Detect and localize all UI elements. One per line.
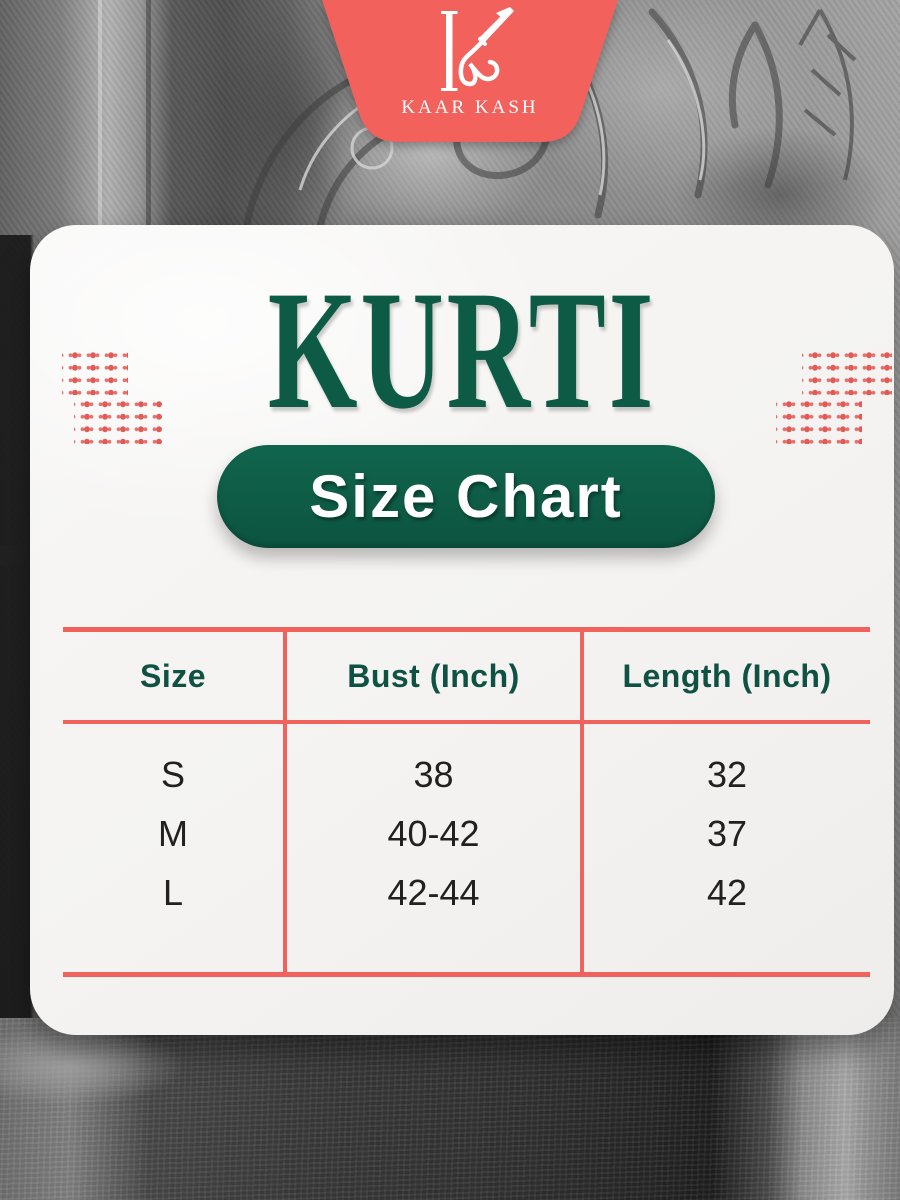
brand-badge: KAAR KASH	[322, 0, 618, 142]
dots-pattern-left-lower	[74, 395, 162, 444]
page-title: KURTI	[267, 256, 657, 444]
brand-name: KAAR KASH	[401, 97, 539, 118]
cell-size: M	[158, 812, 188, 854]
cell-length: 42	[706, 871, 748, 913]
size-chart-pill-label: Size Chart	[309, 463, 623, 530]
header-bust: Bust (Inch)	[283, 629, 584, 724]
table-row: S 38 32	[63, 722, 870, 804]
cell-size: S	[160, 753, 185, 795]
table-spacer-row	[63, 922, 870, 975]
table-row: M 40-42 37	[63, 804, 870, 863]
header-size: Size	[63, 629, 285, 724]
content-card: KURTI Size Chart Size Bust (Inch) Length…	[30, 225, 894, 1035]
table-row: L 42-44 42	[63, 863, 870, 922]
cell-bust: 38	[283, 722, 584, 804]
header-length: Length (Inch)	[582, 629, 870, 724]
table-header-row: Size Bust (Inch) Length (Inch)	[63, 629, 870, 724]
cell-size: L	[162, 871, 184, 913]
dots-pattern-left-upper	[62, 346, 128, 395]
size-chart-pill: Size Chart	[217, 445, 715, 548]
badge-shape	[322, 0, 618, 142]
dots-pattern-right-upper	[802, 346, 892, 395]
background-photo-bottom	[0, 1018, 900, 1200]
brand-logo-icon	[441, 7, 514, 91]
size-table: Size Bust (Inch) Length (Inch) S 38 32 M…	[63, 627, 870, 977]
cell-bust: 40-42	[283, 804, 584, 863]
dots-pattern-right-lower	[776, 395, 862, 444]
cell-bust: 42-44	[283, 863, 584, 922]
cell-length: 37	[706, 812, 748, 854]
cell-length: 32	[706, 753, 748, 795]
